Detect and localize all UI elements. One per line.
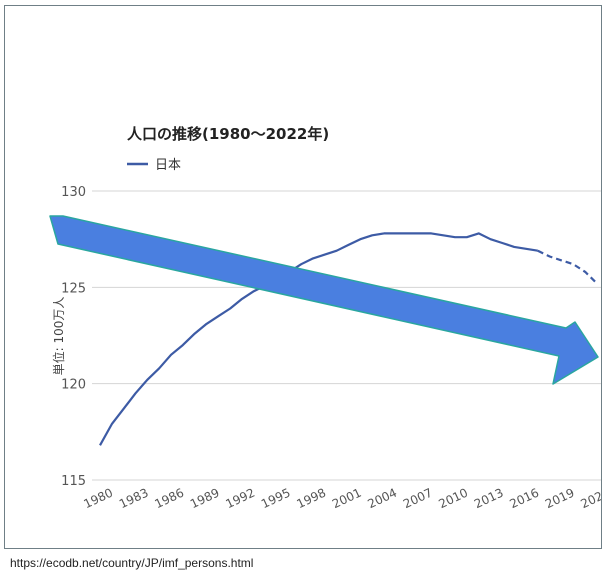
x-tick-label: 1998 bbox=[295, 486, 329, 512]
legend-label: 日本 bbox=[155, 158, 181, 173]
y-axis-label: 単位: 100万人 bbox=[51, 297, 66, 376]
x-tick-label: 2022 bbox=[579, 486, 602, 512]
y-tick-label: 125 bbox=[61, 281, 86, 296]
source-url: https://ecodb.net/country/JP/imf_persons… bbox=[10, 556, 254, 570]
chart-title: 人口の推移(1980〜2022年) bbox=[127, 125, 329, 143]
y-tick-label: 115 bbox=[61, 474, 86, 489]
series-line-actual bbox=[99, 232, 538, 446]
x-tick-label: 2016 bbox=[508, 486, 542, 512]
x-tick-label: 1983 bbox=[117, 486, 151, 512]
x-tick-label: 1989 bbox=[188, 486, 222, 512]
x-tick-label: 2004 bbox=[366, 486, 400, 512]
x-tick-label: 2019 bbox=[543, 486, 577, 512]
chart-frame: 人口の推移(1980〜2022年) 日本 単位: 100万人 115 120 125… bbox=[4, 5, 602, 549]
x-tick-label: 2001 bbox=[330, 486, 364, 512]
x-tick-label: 1980 bbox=[82, 486, 116, 512]
y-tick-label: 130 bbox=[61, 185, 86, 200]
trend-arrow bbox=[49, 215, 599, 385]
x-tick-label: 1986 bbox=[153, 486, 187, 512]
x-tick-label: 1995 bbox=[259, 486, 293, 512]
x-tick-label: 1992 bbox=[224, 486, 258, 512]
series-line-projected bbox=[537, 249, 598, 285]
y-tick-label: 120 bbox=[61, 378, 86, 393]
line-chart: 人口の推移(1980〜2022年) 日本 単位: 100万人 115 120 125… bbox=[49, 125, 602, 512]
x-tick-label: 2007 bbox=[401, 486, 435, 512]
x-tick-label: 2010 bbox=[437, 486, 471, 512]
x-tick-label: 2013 bbox=[472, 486, 506, 512]
